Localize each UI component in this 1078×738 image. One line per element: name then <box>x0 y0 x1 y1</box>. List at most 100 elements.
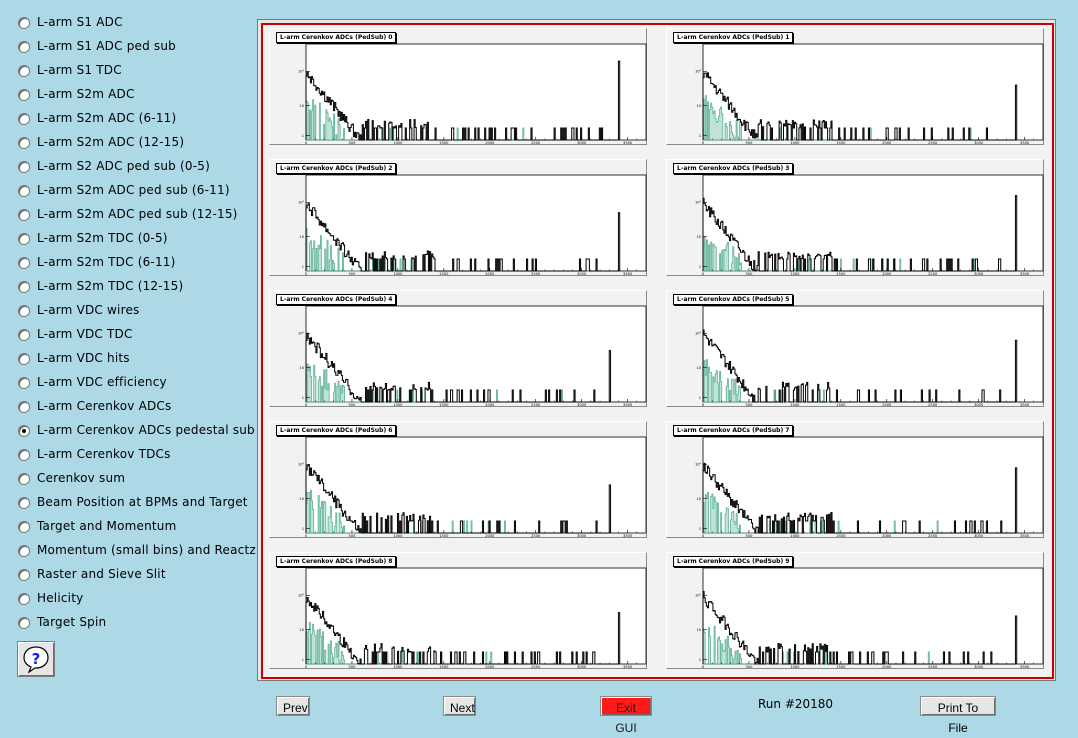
menu-item[interactable]: L-arm S2m TDC (0-5) <box>0 227 255 251</box>
histogram-pad[interactable]: 0 500 1000 1500 2000 2500 3000 3500 1 10 10² L-arm … <box>269 159 647 276</box>
x-tick-label: 1000 <box>393 665 403 669</box>
histogram-pad[interactable]: 0 500 1000 1500 2000 2500 3000 3500 1 10 10² L-arm … <box>666 421 1044 538</box>
histogram-pad[interactable]: 0 500 1000 1500 2000 2500 3000 3500 1 10 10² L-arm … <box>666 290 1044 407</box>
run-number-label: Run #20180 <box>758 697 834 711</box>
histogram-plot: 0 500 1000 1500 2000 2500 3000 3500 1 10 10² <box>269 552 647 669</box>
menu-item[interactable]: Beam Position at BPMs and Target <box>0 491 255 515</box>
radio-button[interactable] <box>18 185 30 197</box>
radio-button[interactable] <box>18 17 30 29</box>
histogram-canvas: 0 500 1000 1500 2000 2500 3000 3500 1 10 10² L-arm … <box>261 23 1054 679</box>
menu-item[interactable]: Helicity <box>0 587 255 611</box>
radio-button[interactable] <box>18 233 30 245</box>
x-tick-label: 0 <box>305 534 308 538</box>
radio-button[interactable] <box>18 329 30 341</box>
radio-button[interactable] <box>18 545 30 557</box>
menu-item[interactable]: L-arm S2m ADC (12-15) <box>0 131 255 155</box>
histogram-pad[interactable]: 0 500 1000 1500 2000 2500 3000 3500 1 10 10² L-arm … <box>269 421 647 538</box>
next-button[interactable]: Next <box>443 696 476 716</box>
radio-button[interactable] <box>18 113 30 125</box>
menu-item[interactable]: L-arm VDC wires <box>0 299 255 323</box>
radio-button-selected[interactable] <box>18 425 30 437</box>
radio-button[interactable] <box>18 401 30 413</box>
menu-item[interactable]: Momentum (small bins) and Reactz <box>0 539 256 563</box>
prev-button[interactable]: Prev <box>276 696 310 716</box>
y-tick-label: 1 <box>699 134 701 138</box>
x-tick-label: 500 <box>746 534 754 538</box>
radio-button[interactable] <box>18 569 30 581</box>
x-tick-label: 3000 <box>974 534 984 538</box>
menu-item[interactable]: L-arm Cerenkov ADCs pedestal sub <box>0 419 255 443</box>
x-tick-label: 1500 <box>439 665 449 669</box>
menu-item-label: L-arm Cerenkov ADCs pedestal sub <box>37 423 255 437</box>
y-tick-label: 10² <box>298 463 305 467</box>
radio-button[interactable] <box>18 41 30 53</box>
histogram-title: L-arm Cerenkov ADCs (PedSub) 1 <box>673 32 794 43</box>
histogram-title: L-arm Cerenkov ADCs (PedSub) 4 <box>276 294 397 305</box>
menu-item[interactable]: L-arm VDC efficiency <box>0 371 255 395</box>
histogram-pad[interactable]: 0 500 1000 1500 2000 2500 3000 3500 1 10 10² L-arm … <box>269 28 647 145</box>
menu-item[interactable]: L-arm Cerenkov ADCs <box>0 395 255 419</box>
menu-item[interactable]: Target Spin <box>0 611 255 635</box>
x-tick-label: 3500 <box>1020 403 1030 407</box>
menu-item[interactable]: Target and Momentum <box>0 515 255 539</box>
x-tick-label: 1500 <box>836 272 846 276</box>
radio-button[interactable] <box>18 89 30 101</box>
menu-item[interactable]: L-arm S2m TDC (12-15) <box>0 275 255 299</box>
x-tick-label: 2500 <box>928 141 938 145</box>
menu-item[interactable]: L-arm S2m TDC (6-11) <box>0 251 255 275</box>
y-tick-label: 10 <box>696 235 701 239</box>
menu-item[interactable]: L-arm VDC TDC <box>0 323 255 347</box>
exit-gui-button[interactable]: Exit GUI <box>600 696 652 735</box>
radio-button[interactable] <box>18 473 30 485</box>
x-tick-label: 3000 <box>577 403 587 407</box>
x-tick-label: 0 <box>305 403 308 407</box>
histogram-pad[interactable]: 0 500 1000 1500 2000 2500 3000 3500 1 10 10² L-arm … <box>269 290 647 407</box>
radio-button[interactable] <box>18 137 30 149</box>
menu-item-label: Beam Position at BPMs and Target <box>37 495 248 509</box>
y-tick-label: 10 <box>696 104 701 108</box>
y-tick-label: 10² <box>298 594 305 598</box>
radio-button[interactable] <box>18 449 30 461</box>
menu-item[interactable]: L-arm S2 ADC ped sub (0-5) <box>0 155 255 179</box>
histogram-pad[interactable]: 0 500 1000 1500 2000 2500 3000 3500 1 10 10² L-arm … <box>666 159 1044 276</box>
menu-item[interactable]: L-arm VDC hits <box>0 347 255 371</box>
x-tick-label: 2500 <box>531 403 541 407</box>
print-to-file-button[interactable]: Print To File <box>920 696 996 735</box>
radio-button[interactable] <box>18 281 30 293</box>
help-button[interactable]: ? <box>17 641 55 677</box>
histogram-pad[interactable]: 0 500 1000 1500 2000 2500 3000 3500 1 10 10² L-arm … <box>269 552 647 669</box>
menu-item[interactable]: L-arm S2m ADC ped sub (6-11) <box>0 179 255 203</box>
x-tick-label: 0 <box>702 272 705 276</box>
menu-item[interactable]: Cerenkov sum <box>0 467 255 491</box>
radio-button[interactable] <box>18 353 30 365</box>
menu-item[interactable]: L-arm S2m ADC ped sub (12-15) <box>0 203 255 227</box>
histogram-plot: 0 500 1000 1500 2000 2500 3000 3500 1 10 10² <box>666 552 1044 669</box>
y-tick-label: 10 <box>696 628 701 632</box>
radio-button[interactable] <box>18 497 30 509</box>
x-tick-label: 500 <box>349 534 357 538</box>
radio-button[interactable] <box>18 65 30 77</box>
menu-item[interactable]: L-arm S1 ADC <box>0 11 255 35</box>
menu-item[interactable]: L-arm S2m ADC (6-11) <box>0 107 255 131</box>
menu-item[interactable]: L-arm S2m ADC <box>0 83 255 107</box>
menu-item[interactable]: Raster and Sieve Slit <box>0 563 255 587</box>
histogram-pad[interactable]: 0 500 1000 1500 2000 2500 3000 3500 1 10 10² L-arm … <box>666 552 1044 669</box>
radio-button[interactable] <box>18 521 30 533</box>
x-tick-label: 2500 <box>531 141 541 145</box>
x-tick-label: 1500 <box>439 272 449 276</box>
radio-button[interactable] <box>18 209 30 221</box>
menu-item[interactable]: L-arm S1 ADC ped sub <box>0 35 255 59</box>
x-tick-label: 500 <box>349 272 357 276</box>
radio-button[interactable] <box>18 617 30 629</box>
radio-button[interactable] <box>18 161 30 173</box>
x-tick-label: 2000 <box>882 665 892 669</box>
x-tick-label: 1000 <box>790 141 800 145</box>
x-tick-label: 1000 <box>393 272 403 276</box>
radio-button[interactable] <box>18 593 30 605</box>
radio-button[interactable] <box>18 257 30 269</box>
histogram-pad[interactable]: 0 500 1000 1500 2000 2500 3000 3500 1 10 10² L-arm … <box>666 28 1044 145</box>
radio-button[interactable] <box>18 305 30 317</box>
radio-button[interactable] <box>18 377 30 389</box>
menu-item[interactable]: L-arm S1 TDC <box>0 59 255 83</box>
menu-item[interactable]: L-arm Cerenkov TDCs <box>0 443 255 467</box>
